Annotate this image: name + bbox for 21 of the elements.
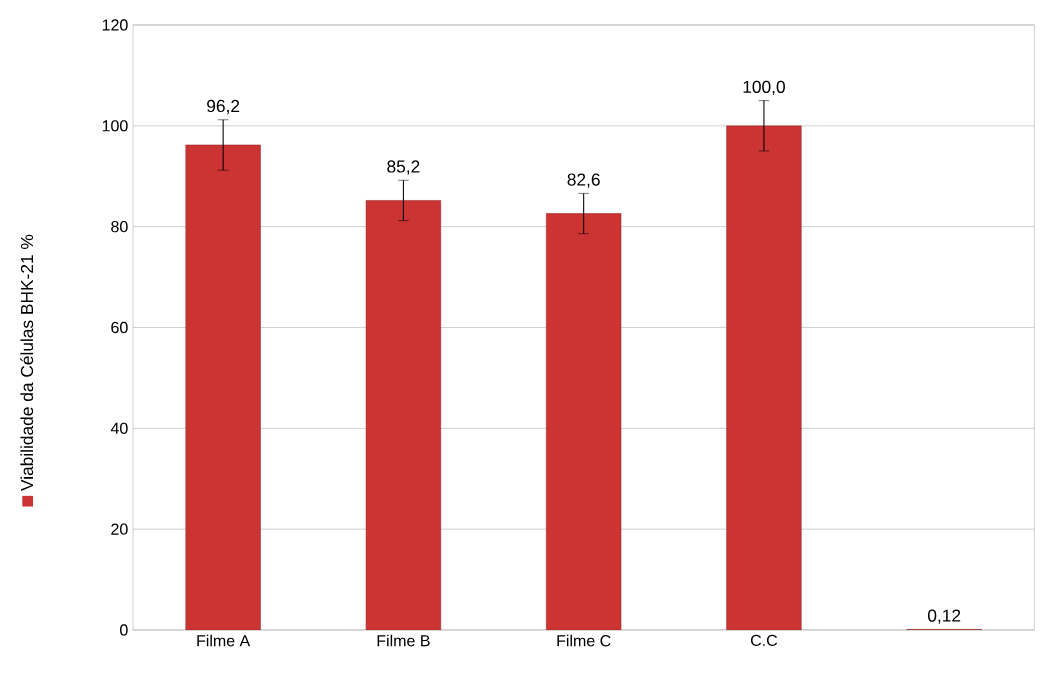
- x-tick-label: Filme C: [557, 634, 611, 647]
- x-tick-label: Filme A: [197, 634, 251, 647]
- x-tick-label: C.C: [750, 634, 778, 647]
- x-tick-label: Filme B: [377, 634, 430, 647]
- y-tick-label: 80: [111, 220, 128, 233]
- y-tick-label: 100: [102, 120, 128, 132]
- bar: [546, 213, 622, 630]
- data-label: 85,2: [387, 160, 420, 175]
- data-label: 0,12: [928, 609, 961, 624]
- bar: [726, 125, 802, 630]
- y-tick-label: 40: [110, 422, 128, 434]
- data-label: 96,2: [207, 99, 240, 115]
- data-label: 100,0: [743, 80, 785, 96]
- y-tick-label: 120: [102, 19, 128, 31]
- data-label: 82,6: [567, 173, 600, 188]
- y-tick-label: 60: [111, 321, 128, 334]
- text: Viabilidade da Células BHK-21 %: [20, 234, 34, 491]
- y-tick-label: 20: [111, 523, 128, 535]
- bar: [365, 200, 442, 630]
- y-tick-label: 0: [120, 624, 128, 636]
- bar: [185, 144, 261, 630]
